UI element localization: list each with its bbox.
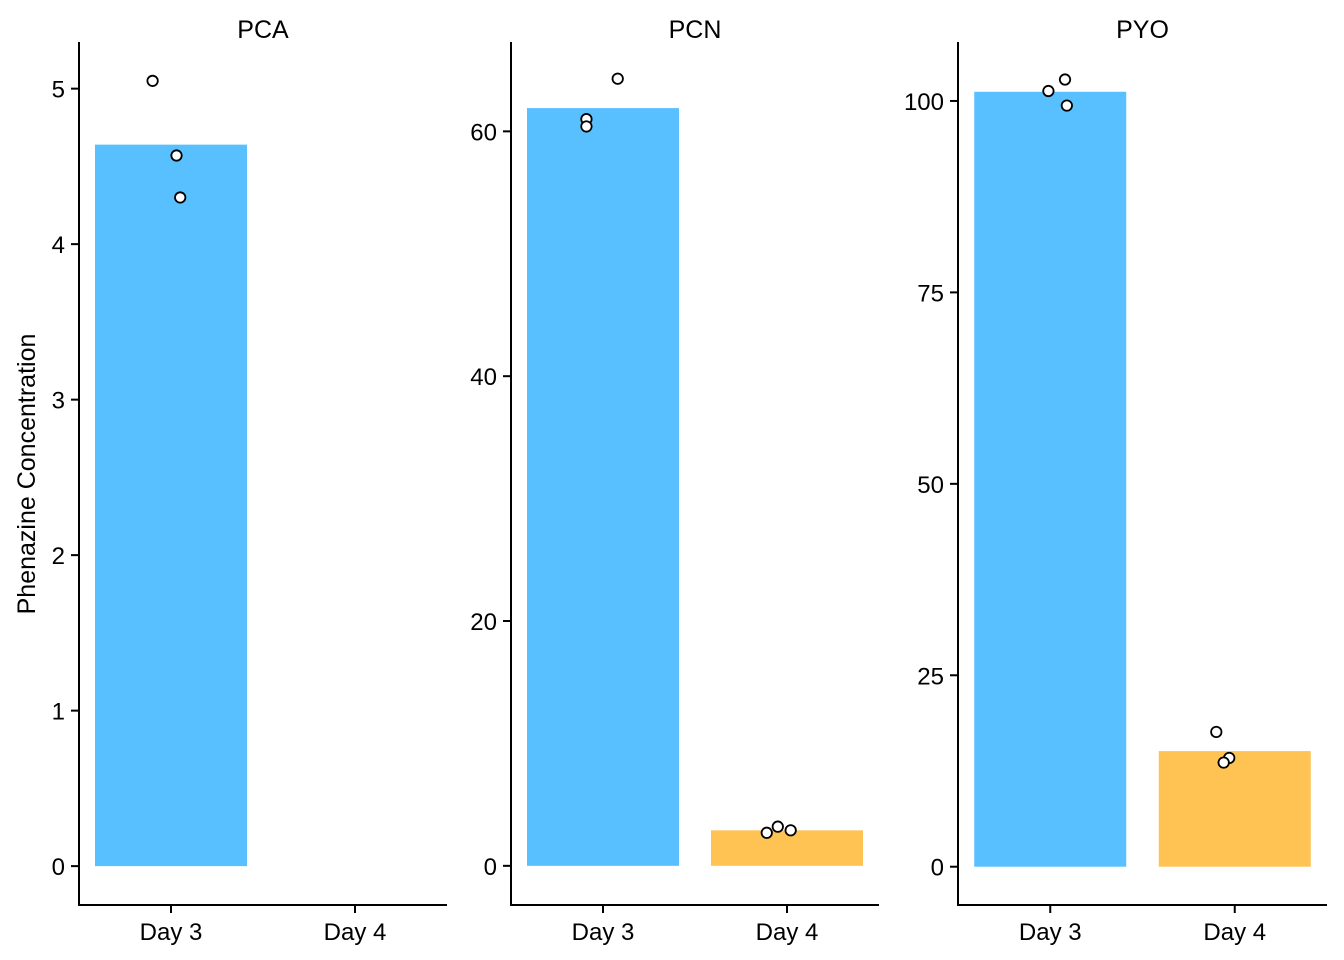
y-tick-label-pyo-100: 100 xyxy=(904,89,944,116)
facet-pcn: PCN 0 20 40 60 Day 3 Day 4 xyxy=(470,16,879,946)
x-tick-label-pca-1: Day 3 xyxy=(140,919,203,946)
point-pca-3 xyxy=(174,191,187,204)
point-pcn-3 xyxy=(580,120,593,133)
point-pcn-1 xyxy=(611,72,624,85)
point-pyo-2 xyxy=(1042,84,1055,98)
bar-pyo-day-3 xyxy=(974,91,1127,867)
bar-pcn-day-4 xyxy=(711,830,863,866)
y-tick-label-pca-1: 1 xyxy=(52,699,65,726)
y-tick-label-pyo-0: 0 xyxy=(931,855,944,882)
x-tick-label-pcn-2: Day 4 xyxy=(756,919,819,946)
y-tick-label-pyo-25: 25 xyxy=(917,663,944,690)
y-tick-label-pyo-50: 50 xyxy=(917,472,944,499)
facet-pca: PCA 0 1 2 3 4 5 Day 3 Day 4 xyxy=(52,16,447,946)
point-pyo-4 xyxy=(1210,725,1223,739)
facet-title-pyo: PYO xyxy=(1116,16,1169,44)
y-tick-label-pcn-0: 0 xyxy=(484,854,497,881)
point-pcn-5 xyxy=(784,824,797,837)
y-tick-label-pca-5: 5 xyxy=(52,77,65,104)
bar-pca-day-3 xyxy=(95,144,247,867)
point-pyo-1 xyxy=(1058,73,1072,86)
bar-pcn-day-3 xyxy=(527,108,679,866)
x-tick-label-pyo-1: Day 3 xyxy=(1019,919,1082,946)
facet-title-pca: PCA xyxy=(237,16,289,44)
y-tick-label-pcn-20: 20 xyxy=(470,609,497,636)
y-tick-label-pca-0: 0 xyxy=(52,854,65,881)
facet-pyo: PYO 0 25 50 75 100 Day 3 Day 4 xyxy=(904,16,1327,946)
y-axis-label: Phenazine Concentration xyxy=(13,334,41,615)
bar-pyo-day-4 xyxy=(1158,751,1311,867)
y-tick-label-pca-3: 3 xyxy=(52,388,65,415)
x-tick-label-pyo-2: Day 4 xyxy=(1203,919,1266,946)
y-tick-label-pyo-75: 75 xyxy=(917,280,944,307)
point-pca-2 xyxy=(170,149,183,162)
x-tick-label-pcn-1: Day 3 xyxy=(572,919,635,946)
facet-title-pcn: PCN xyxy=(669,16,722,44)
y-tick-label-pca-2: 2 xyxy=(52,543,65,570)
point-pca-1 xyxy=(146,74,159,87)
y-tick-label-pcn-60: 60 xyxy=(470,119,497,146)
point-pcn-6 xyxy=(760,826,773,839)
point-pyo-3 xyxy=(1060,99,1073,112)
x-tick-label-pca-2: Day 4 xyxy=(324,919,387,946)
y-tick-label-pca-4: 4 xyxy=(52,232,65,259)
point-pyo-6 xyxy=(1217,756,1230,769)
point-pcn-4 xyxy=(771,820,784,833)
y-tick-label-pcn-40: 40 xyxy=(470,364,497,391)
